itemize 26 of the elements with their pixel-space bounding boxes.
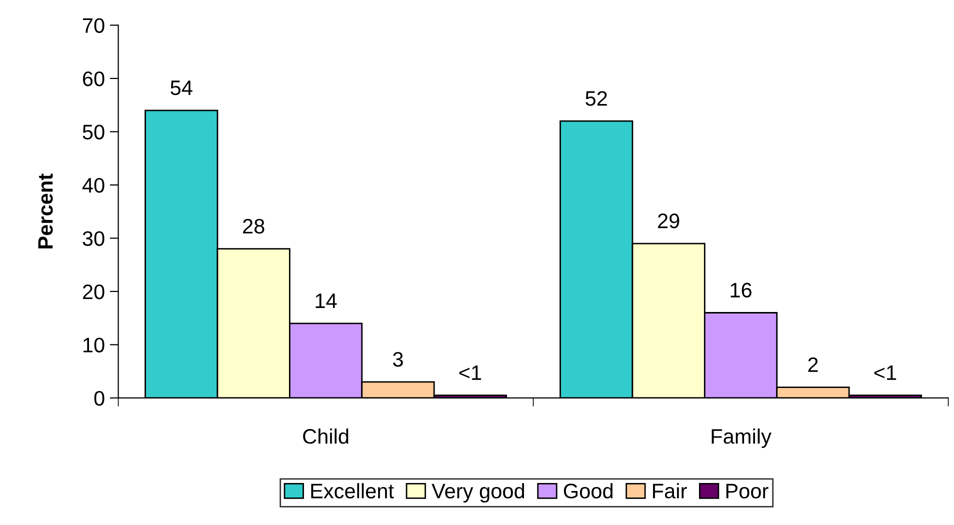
y-tick-label: 10 bbox=[84, 338, 104, 352]
data-label: 29 bbox=[658, 214, 680, 228]
x-tick-label: Child bbox=[303, 428, 348, 444]
y-axis-title: Percent bbox=[38, 174, 53, 248]
legend-label: Excellent bbox=[311, 483, 394, 498]
y-tick-label: 20 bbox=[82, 284, 104, 300]
y-tick-label: 40 bbox=[82, 178, 104, 193]
data-label: 14 bbox=[316, 294, 337, 308]
y-tick-label: 0 bbox=[94, 390, 104, 406]
data-label: 16 bbox=[730, 282, 752, 298]
data-label: 2 bbox=[808, 357, 818, 372]
data-label: <1 bbox=[459, 366, 482, 380]
x-tick-label: Family bbox=[712, 428, 772, 448]
data-label: <1 bbox=[874, 366, 896, 380]
legend-label: Very good bbox=[432, 483, 524, 503]
data-label: 3 bbox=[393, 352, 403, 367]
legend-label: Poor bbox=[726, 484, 768, 498]
y-tick-label: 70 bbox=[83, 18, 104, 33]
legend-label: Good bbox=[564, 483, 612, 498]
legend-label: Fair bbox=[653, 483, 687, 498]
y-tick-label: 60 bbox=[82, 71, 104, 86]
data-label: 52 bbox=[586, 91, 607, 106]
data-label: 28 bbox=[243, 218, 264, 234]
data-label: 54 bbox=[170, 80, 192, 96]
y-tick-label: 30 bbox=[82, 231, 104, 246]
y-tick-label: 50 bbox=[82, 124, 104, 140]
